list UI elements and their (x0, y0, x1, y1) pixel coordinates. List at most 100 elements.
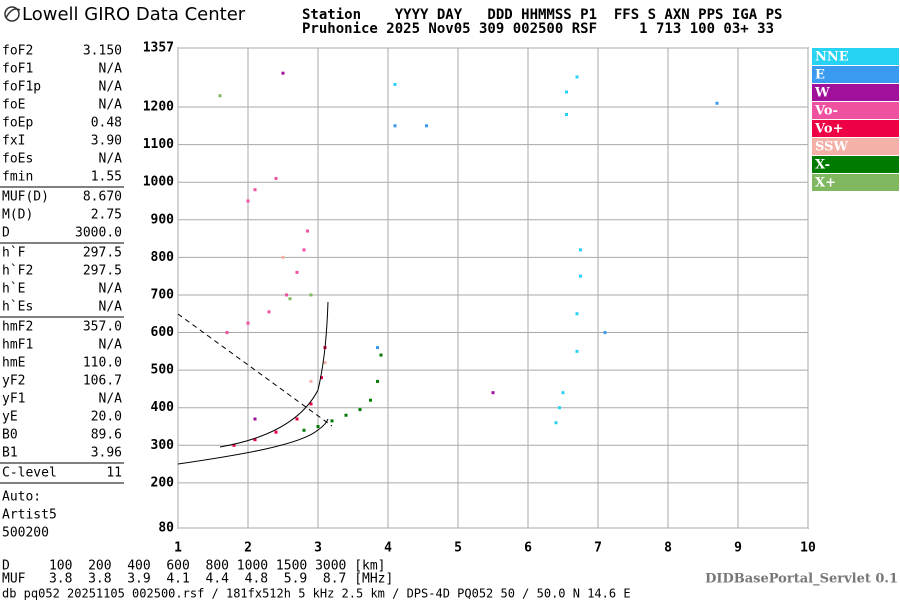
param-name: h`F (2, 246, 26, 261)
param-name: hmF2 (2, 320, 33, 335)
point (246, 199, 250, 203)
plot-frame (177, 47, 809, 529)
point (285, 293, 288, 297)
point (253, 417, 257, 421)
legend-swatch (812, 120, 899, 137)
param-value: N/A (99, 300, 123, 315)
legend-label: X- (815, 158, 830, 173)
point (281, 255, 285, 259)
y-tick-label: 700 (151, 287, 175, 302)
model-dashed (177, 313, 333, 427)
param-name: yE (2, 410, 18, 425)
point (218, 94, 222, 98)
param-value: N/A (99, 392, 123, 407)
x-tick-label: 7 (594, 541, 602, 556)
param-value: N/A (99, 80, 123, 95)
x-tick-label: 8 (664, 541, 672, 556)
point (316, 425, 320, 429)
param-name: yF2 (2, 374, 25, 389)
point (561, 391, 565, 395)
param-value: 3.150 (83, 44, 122, 59)
point (302, 248, 306, 252)
point (323, 361, 327, 365)
param-name: foF1 (2, 62, 33, 77)
param-name: MUF(D) (2, 190, 49, 205)
y-tick-label: 500 (151, 363, 175, 378)
param-value: 1.55 (91, 170, 122, 185)
model-curve (219, 301, 329, 448)
y-tick-label: 1357 (143, 41, 174, 56)
legend-label: Vo+ (814, 122, 843, 137)
y-tick-label: 1000 (143, 175, 174, 190)
header-line: Station YYYY DAY DDD HHMMSS P1 FFS S AXN… (302, 7, 782, 23)
auto-line: Auto: (2, 490, 41, 505)
y-tick-label: 1100 (143, 137, 174, 152)
point (267, 310, 271, 314)
legend-label: SSW (815, 140, 848, 155)
muf-row: MUF 3.8 3.8 3.9 4.1 4.4 4.8 5.9 8.7 [MHz… (2, 572, 393, 587)
point (491, 391, 495, 395)
legend-swatch (812, 84, 899, 101)
param-value: N/A (99, 98, 123, 113)
point (225, 331, 229, 335)
point (295, 270, 299, 274)
x-tick-label: 6 (524, 541, 532, 556)
point (253, 188, 257, 192)
param-value: 110.0 (83, 356, 122, 371)
param-value: 89.6 (91, 428, 122, 443)
point (575, 75, 579, 79)
point (379, 353, 383, 357)
param-value: N/A (99, 62, 123, 77)
param-value: 20.0 (91, 410, 122, 425)
point (554, 421, 558, 425)
point (295, 417, 299, 421)
point (565, 90, 568, 94)
point (344, 413, 348, 417)
point (281, 71, 285, 75)
auto-line: 500200 (2, 526, 49, 541)
param-name: h`Es (2, 300, 33, 315)
point (376, 379, 379, 383)
point (425, 124, 428, 128)
point (603, 331, 607, 335)
point (579, 248, 582, 252)
point (306, 229, 309, 233)
legend-label: NNE (815, 50, 849, 65)
model-curve (177, 418, 329, 465)
param-name: B0 (2, 428, 18, 443)
y-tick-label: 400 (151, 400, 175, 415)
point (309, 402, 313, 406)
param-name: C-level (2, 466, 57, 481)
servlet: DIDBasePortal_Servlet 0.1 (705, 572, 898, 587)
param-value: 297.5 (83, 246, 122, 261)
y-tick-label: 600 (151, 325, 175, 340)
source-line: db pq052 20251105 002500.rsf / 181fx512h… (2, 587, 631, 600)
param-name: foEp (2, 116, 33, 131)
legend-swatch (812, 66, 899, 83)
y-tick-label: 900 (151, 212, 175, 227)
legend-swatch (812, 48, 899, 65)
param-name: M(D) (2, 208, 33, 223)
param-value: 3.90 (91, 134, 122, 149)
legend-swatch (812, 156, 899, 173)
point (274, 176, 278, 180)
param-value: 2.75 (91, 208, 122, 223)
point (393, 82, 397, 86)
d-row: D 100 200 400 600 800 1000 1500 3000 [km… (2, 559, 386, 574)
y-tick-label: 200 (151, 475, 175, 490)
param-value: N/A (99, 282, 123, 297)
legend-label: W (814, 86, 830, 101)
param-name: foE (2, 98, 25, 113)
y-tick-label: 80 (158, 521, 174, 536)
param-name: foEs (2, 152, 33, 167)
point (309, 379, 313, 383)
legend-label: X+ (815, 176, 836, 191)
x-tick-label: 1 (174, 541, 182, 556)
point (558, 406, 561, 410)
param-name: foF2 (2, 44, 33, 59)
plot (177, 47, 809, 529)
point (246, 321, 250, 325)
param-name: D (2, 226, 10, 241)
auto-line: Artist5 (2, 508, 57, 523)
